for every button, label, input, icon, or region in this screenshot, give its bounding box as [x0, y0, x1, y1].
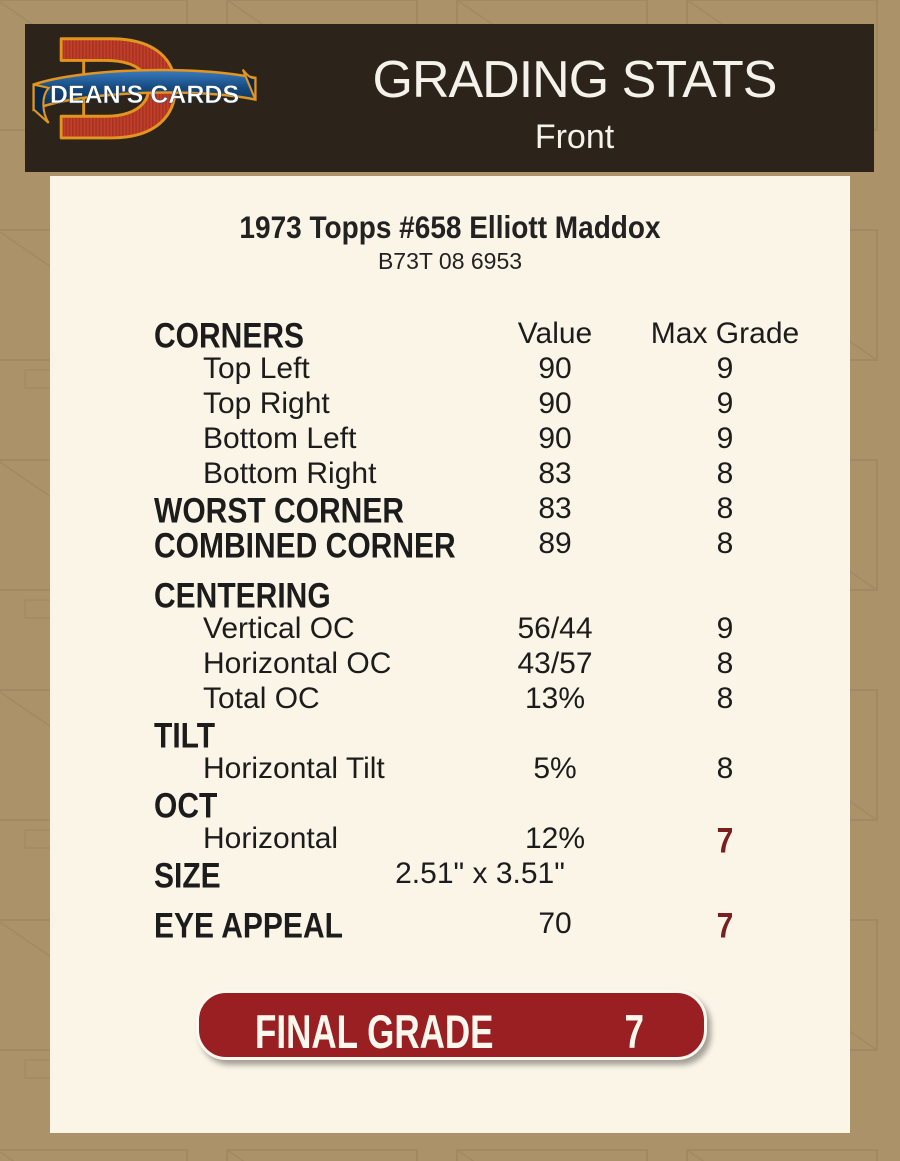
svg-text:DEAN'S CARDS: DEAN'S CARDS [50, 81, 239, 109]
